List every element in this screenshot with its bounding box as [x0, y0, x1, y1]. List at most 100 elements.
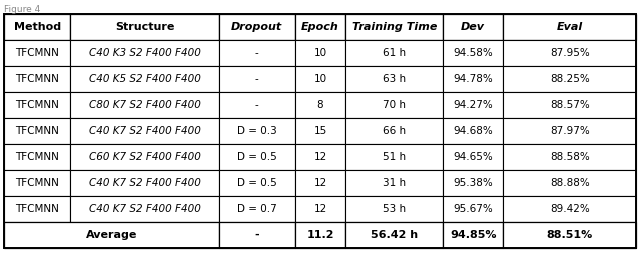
Text: 8: 8 [317, 100, 323, 110]
Text: -: - [255, 74, 259, 84]
Bar [70, 66, 219, 92]
Bar [444, 196, 503, 222]
Text: 53 h: 53 h [383, 204, 406, 214]
Text: -: - [255, 100, 259, 110]
Text: D = 0.3: D = 0.3 [237, 126, 276, 136]
Bar [70, 40, 219, 66]
Text: Training Time: Training Time [351, 22, 437, 32]
Text: 70 h: 70 h [383, 100, 406, 110]
Text: C60 K7 S2 F400 F400: C60 K7 S2 F400 F400 [89, 152, 200, 162]
Text: D = 0.5: D = 0.5 [237, 178, 276, 188]
Bar [503, 14, 636, 40]
Text: 63 h: 63 h [383, 74, 406, 84]
Text: -: - [255, 48, 259, 58]
Text: 94.65%: 94.65% [453, 152, 493, 162]
Text: 88.25%: 88.25% [550, 74, 589, 84]
Text: TFCMNN: TFCMNN [15, 204, 59, 214]
Text: 87.95%: 87.95% [550, 48, 589, 58]
Text: Figure 4: Figure 4 [4, 5, 40, 14]
Bar [346, 144, 444, 170]
Bar [70, 196, 219, 222]
Text: 10: 10 [314, 48, 326, 58]
Text: TFCMNN: TFCMNN [15, 100, 59, 110]
Bar [346, 222, 444, 248]
Text: C40 K7 S2 F400 F400: C40 K7 S2 F400 F400 [89, 178, 200, 188]
Bar [4, 196, 70, 222]
Bar [295, 170, 346, 196]
Bar [295, 92, 346, 118]
Bar [444, 66, 503, 92]
Text: 88.58%: 88.58% [550, 152, 589, 162]
Text: 95.67%: 95.67% [453, 204, 493, 214]
Text: 31 h: 31 h [383, 178, 406, 188]
Bar [4, 92, 70, 118]
Text: 89.42%: 89.42% [550, 204, 589, 214]
Bar [346, 196, 444, 222]
Bar [503, 66, 636, 92]
Bar [219, 14, 295, 40]
Bar [295, 40, 346, 66]
Text: Average: Average [86, 230, 137, 240]
Bar [70, 144, 219, 170]
Bar [295, 144, 346, 170]
Text: 94.58%: 94.58% [453, 48, 493, 58]
Bar [503, 144, 636, 170]
Text: C40 K5 S2 F400 F400: C40 K5 S2 F400 F400 [89, 74, 200, 84]
Text: 87.97%: 87.97% [550, 126, 589, 136]
Bar [219, 196, 295, 222]
Text: 88.51%: 88.51% [547, 230, 593, 240]
Text: TFCMNN: TFCMNN [15, 126, 59, 136]
Text: TFCMNN: TFCMNN [15, 48, 59, 58]
Text: Dropout: Dropout [231, 22, 282, 32]
Text: 12: 12 [314, 152, 326, 162]
Bar [70, 14, 219, 40]
Bar [503, 92, 636, 118]
Bar [219, 66, 295, 92]
Text: 12: 12 [314, 178, 326, 188]
Bar [70, 170, 219, 196]
Bar [346, 40, 444, 66]
Text: 94.27%: 94.27% [453, 100, 493, 110]
Bar [503, 170, 636, 196]
Bar [219, 144, 295, 170]
Bar [295, 14, 346, 40]
Text: TFCMNN: TFCMNN [15, 152, 59, 162]
Bar [346, 66, 444, 92]
Text: 51 h: 51 h [383, 152, 406, 162]
Bar [503, 196, 636, 222]
Text: 56.42 h: 56.42 h [371, 230, 418, 240]
Bar [346, 170, 444, 196]
Text: C40 K7 S2 F400 F400: C40 K7 S2 F400 F400 [89, 126, 200, 136]
Bar [346, 118, 444, 144]
Text: Method: Method [13, 22, 61, 32]
Bar [444, 92, 503, 118]
Bar [219, 92, 295, 118]
Text: TFCMNN: TFCMNN [15, 74, 59, 84]
Bar [503, 40, 636, 66]
Bar [444, 14, 503, 40]
Bar [219, 170, 295, 196]
Bar [70, 92, 219, 118]
Text: TFCMNN: TFCMNN [15, 178, 59, 188]
Text: Dev: Dev [461, 22, 485, 32]
Bar [503, 222, 636, 248]
Text: 12: 12 [314, 204, 326, 214]
Bar [295, 118, 346, 144]
Text: D = 0.5: D = 0.5 [237, 152, 276, 162]
Bar [4, 118, 70, 144]
Text: D = 0.7: D = 0.7 [237, 204, 276, 214]
Text: Eval: Eval [557, 22, 583, 32]
Text: Epoch: Epoch [301, 22, 339, 32]
Text: -: - [255, 230, 259, 240]
Bar [4, 14, 70, 40]
Bar [444, 118, 503, 144]
Bar [70, 118, 219, 144]
Bar [4, 222, 219, 248]
Text: 61 h: 61 h [383, 48, 406, 58]
Text: Structure: Structure [115, 22, 174, 32]
Bar [444, 222, 503, 248]
Bar [346, 92, 444, 118]
Bar [4, 40, 70, 66]
Text: 15: 15 [314, 126, 326, 136]
Bar [219, 222, 295, 248]
